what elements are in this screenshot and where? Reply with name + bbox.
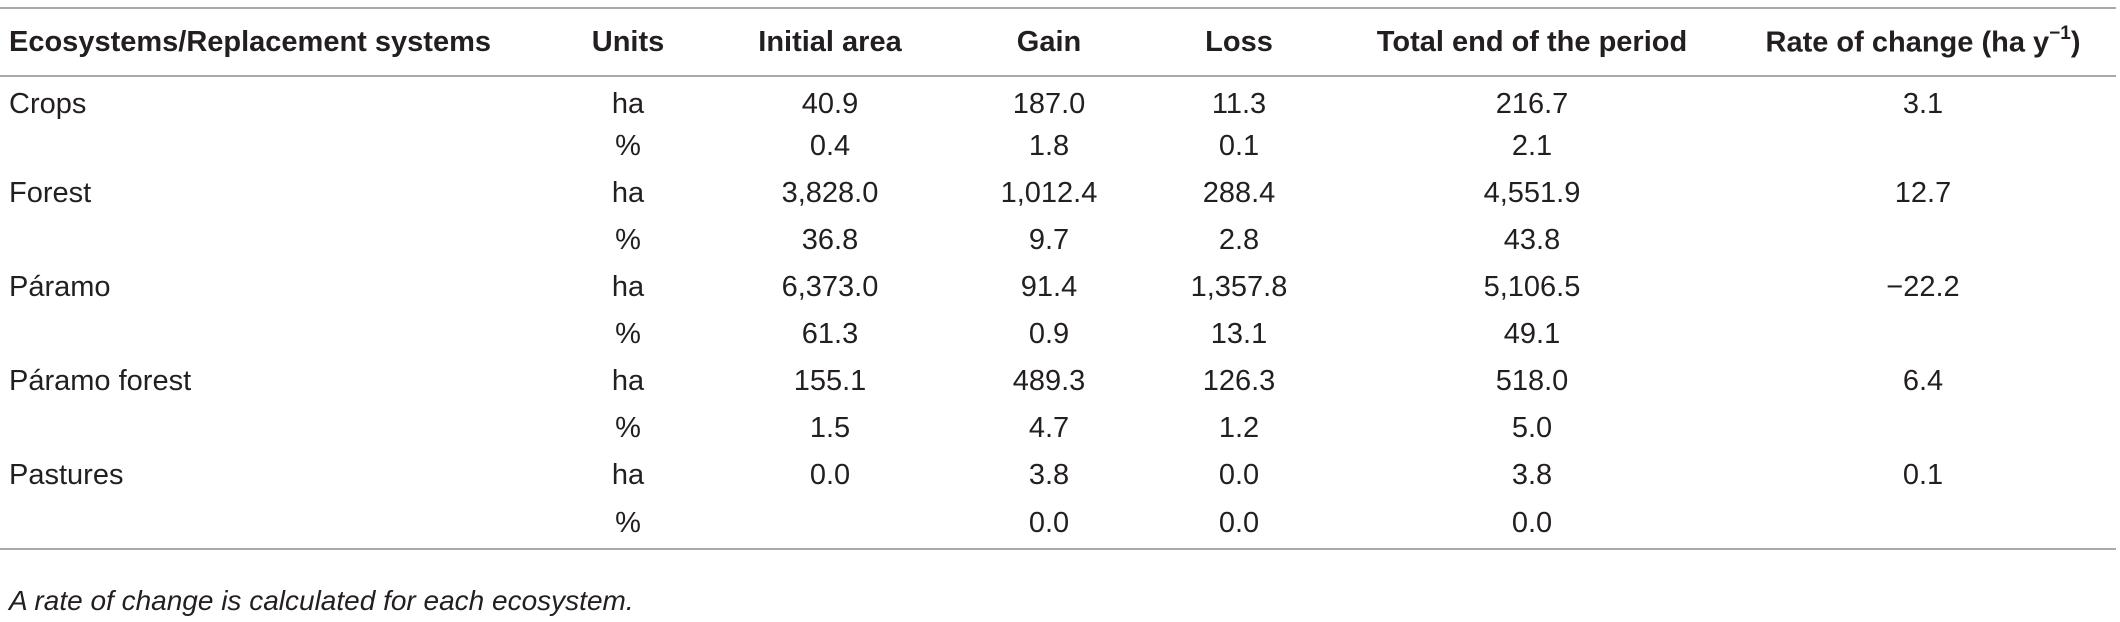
cell-total-end: 3.8 xyxy=(1511,459,1553,491)
cell-units: % xyxy=(615,318,641,350)
cell-ecosystem: Forest xyxy=(9,177,92,209)
cell-units: % xyxy=(615,507,641,539)
cell-total-end: 43.8 xyxy=(1503,224,1561,256)
table-row: % 0.4 1.8 0.1 2.1 xyxy=(0,123,2116,170)
cell-rate-of-change xyxy=(1730,123,2116,170)
cell-total-end: 5,106.5 xyxy=(1483,271,1581,303)
cell-gain: 1,012.4 xyxy=(1000,177,1098,209)
cell-initial-area: 155.1 xyxy=(793,365,867,397)
header-rate-of-change: Rate of change (ha y−1) xyxy=(1730,8,2116,76)
cell-gain: 9.7 xyxy=(1028,224,1070,256)
cell-ecosystem: Crops xyxy=(9,87,87,120)
land-cover-change-table: Ecosystems/Replacement systems Units Ini… xyxy=(0,7,2116,550)
cell-units: ha xyxy=(611,365,645,397)
cell-gain: 0.0 xyxy=(1028,507,1070,539)
cell-initial-area xyxy=(706,499,954,549)
cell-loss: 126.3 xyxy=(1202,365,1276,397)
cell-ecosystem: Páramo xyxy=(9,271,111,303)
cell-loss: 0.1 xyxy=(1218,130,1260,162)
cell-total-end: 4,551.9 xyxy=(1483,177,1581,209)
header-rate-prefix: Rate of change (ha y xyxy=(1765,26,2050,59)
cell-initial-area: 36.8 xyxy=(801,224,859,256)
cell-gain: 187.0 xyxy=(1012,87,1086,120)
cell-gain: 91.4 xyxy=(1020,271,1078,303)
cell-gain: 4.7 xyxy=(1028,412,1070,444)
table-header: Ecosystems/Replacement systems Units Ini… xyxy=(0,8,2116,76)
cell-units: ha xyxy=(611,87,645,120)
cell-ecosystem xyxy=(0,499,550,549)
cell-total-end: 49.1 xyxy=(1503,318,1561,350)
table-row: Forest ha 3,828.0 1,012.4 288.4 4,551.9 12.7 xyxy=(0,170,2116,217)
table-row: Páramo forest ha 155.1 489.3 126.3 518.0 6.4 xyxy=(0,358,2116,405)
cell-initial-area: 6,373.0 xyxy=(781,271,879,303)
cell-rate-of-change: 3.1 xyxy=(1902,87,1944,120)
cell-ecosystem xyxy=(0,217,550,264)
header-rate-suffix: ) xyxy=(2070,26,2081,59)
header-total-end: Total end of the period xyxy=(1376,25,1688,58)
cell-ecosystem xyxy=(0,123,550,170)
table-row: % 36.8 9.7 2.8 43.8 xyxy=(0,217,2116,264)
cell-loss: 2.8 xyxy=(1218,224,1260,256)
table-row: % 0.0 0.0 0.0 xyxy=(0,499,2116,549)
header-units: Units xyxy=(591,25,665,58)
table-body: Crops ha 40.9 187.0 11.3 216.7 3.1% 0.4 1.8 0.1 2.… xyxy=(0,76,2116,549)
cell-total-end: 0.0 xyxy=(1511,507,1553,539)
table-row: Páramo ha 6,373.0 91.4 1,357.8 5,106.5 −22.2 xyxy=(0,264,2116,311)
cell-ecosystem xyxy=(0,405,550,452)
header-row: Ecosystems/Replacement systems Units Ini… xyxy=(0,8,2116,76)
table-footnote: A rate of change is calculated for each … xyxy=(9,585,634,616)
cell-rate-of-change xyxy=(1730,499,2116,549)
cell-units: % xyxy=(615,224,641,256)
cell-units: % xyxy=(615,412,641,444)
cell-ecosystem: Pastures xyxy=(9,459,124,491)
cell-total-end: 2.1 xyxy=(1511,130,1553,162)
cell-total-end: 216.7 xyxy=(1495,87,1569,120)
cell-total-end: 5.0 xyxy=(1511,412,1553,444)
cell-initial-area: 0.4 xyxy=(809,130,851,162)
cell-total-end: 518.0 xyxy=(1495,365,1569,397)
header-loss: Loss xyxy=(1205,25,1273,58)
cell-units: % xyxy=(615,130,641,162)
cell-initial-area: 1.5 xyxy=(809,412,851,444)
header-initial-area: Initial area xyxy=(758,25,902,58)
cell-rate-of-change: 12.7 xyxy=(1894,177,1952,209)
cell-gain: 1.8 xyxy=(1028,130,1070,162)
cell-gain: 489.3 xyxy=(1012,365,1086,397)
cell-initial-area: 3,828.0 xyxy=(781,177,879,209)
table-row: Pastures ha 0.0 3.8 0.0 3.8 0.1 xyxy=(0,452,2116,499)
cell-units: ha xyxy=(611,177,645,209)
cell-rate-of-change: 0.1 xyxy=(1902,459,1944,491)
cell-ecosystem: Páramo forest xyxy=(9,365,192,397)
cell-rate-of-change: −22.2 xyxy=(1886,271,1960,303)
cell-rate-of-change xyxy=(1730,217,2116,264)
table-row: % 61.3 0.9 13.1 49.1 xyxy=(0,311,2116,358)
cell-initial-area: 40.9 xyxy=(801,87,859,120)
cell-gain: 0.9 xyxy=(1028,318,1070,350)
cell-rate-of-change xyxy=(1730,405,2116,452)
header-rate-sup: −1 xyxy=(2049,22,2071,44)
cell-gain: 3.8 xyxy=(1028,459,1070,491)
cell-loss: 1,357.8 xyxy=(1190,271,1288,303)
cell-loss: 11.3 xyxy=(1211,87,1267,120)
cell-initial-area: 61.3 xyxy=(801,318,859,350)
cell-ecosystem xyxy=(0,311,550,358)
cell-initial-area: 0.0 xyxy=(809,459,851,491)
cell-rate-of-change xyxy=(1730,311,2116,358)
header-ecosystem: Ecosystems/Replacement systems xyxy=(9,25,491,58)
cell-loss: 0.0 xyxy=(1218,459,1260,491)
cell-rate-of-change: 6.4 xyxy=(1902,365,1944,397)
cell-loss: 0.0 xyxy=(1218,507,1260,539)
header-gain: Gain xyxy=(1016,25,1082,58)
table-row: Crops ha 40.9 187.0 11.3 216.7 3.1 xyxy=(0,76,2116,123)
cell-loss: 13.1 xyxy=(1210,318,1268,350)
cell-units: ha xyxy=(611,459,645,491)
table-row: % 1.5 4.7 1.2 5.0 xyxy=(0,405,2116,452)
cell-loss: 288.4 xyxy=(1202,177,1276,209)
cell-loss: 1.2 xyxy=(1218,412,1260,444)
cell-units: ha xyxy=(611,271,645,303)
